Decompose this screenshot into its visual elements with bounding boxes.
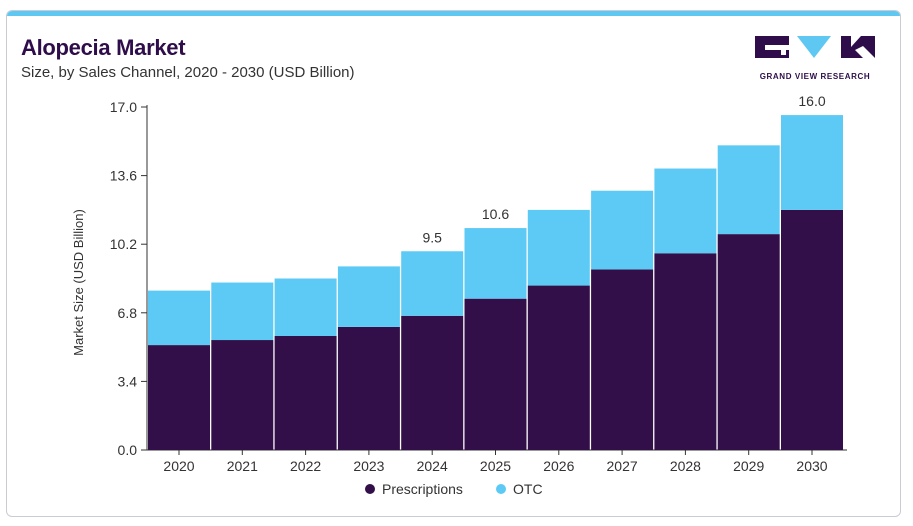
x-tick-label-2021: 2021 xyxy=(227,458,258,474)
bar-otc-2026 xyxy=(527,209,590,286)
legend-label-otc: OTC xyxy=(513,481,543,497)
bar-prescriptions-2025 xyxy=(464,298,527,450)
bar-otc-2029 xyxy=(717,145,780,235)
bar-otc-2020 xyxy=(148,290,210,346)
accent-bar xyxy=(7,11,900,16)
y-tick-label: 6.8 xyxy=(118,305,138,321)
y-tick-label: 13.6 xyxy=(110,168,137,184)
bar-prescriptions-2024 xyxy=(401,315,464,450)
y-axis-title: Market Size (USD Billion) xyxy=(71,209,86,356)
legend-label-prescriptions: Prescriptions xyxy=(382,481,463,497)
bar-otc-2024 xyxy=(401,251,464,316)
logo-text: GRAND VIEW RESEARCH xyxy=(759,72,871,81)
bar-prescriptions-2020 xyxy=(148,345,210,450)
x-tick-label-2030: 2030 xyxy=(796,458,827,474)
legend-swatch-prescriptions xyxy=(365,484,375,494)
x-tick-label-2025: 2025 xyxy=(480,458,511,474)
x-tick-label-2027: 2027 xyxy=(607,458,638,474)
x-tick-label-2020: 2020 xyxy=(163,458,194,474)
bar-prescriptions-2027 xyxy=(591,269,654,450)
bar-otc-2022 xyxy=(274,278,337,337)
bar-otc-2030 xyxy=(781,115,843,210)
bar-prescriptions-2022 xyxy=(274,336,337,450)
bar-otc-2027 xyxy=(591,190,654,270)
x-tick-label-2028: 2028 xyxy=(670,458,701,474)
bar-otc-2028 xyxy=(654,168,717,254)
bar-prescriptions-2023 xyxy=(337,326,400,450)
stacked-bar-chart: 0.0 3.4 6.8 10.2 13.6 17.0 Market Size (USD Bi… xyxy=(71,93,847,497)
bar-otc-2021 xyxy=(211,282,274,341)
grand-view-research-logo: GRAND VIEW RESEARCH xyxy=(751,36,879,84)
bar-prescriptions-2021 xyxy=(211,340,274,450)
x-tick-label-2024: 2024 xyxy=(417,458,448,474)
bar-prescriptions-2026 xyxy=(527,285,590,450)
chart-card: Alopecia Market Size, by Sales Channel, … xyxy=(6,10,901,517)
data-label-2024: 9.5 xyxy=(422,229,442,245)
bar-prescriptions-2029 xyxy=(717,234,780,450)
bar-otc-2025 xyxy=(464,228,527,299)
x-tick-label-2023: 2023 xyxy=(353,458,384,474)
bar-prescriptions-2030 xyxy=(781,209,843,450)
bar-prescriptions-2028 xyxy=(654,253,717,450)
bar-otc-2023 xyxy=(337,266,400,327)
data-label-2025: 10.6 xyxy=(482,206,509,222)
x-tick-label-2026: 2026 xyxy=(543,458,574,474)
x-tick-label-2029: 2029 xyxy=(733,458,764,474)
y-tick-label: 3.4 xyxy=(118,373,138,389)
logo-mark-icon xyxy=(755,36,875,58)
chart-subtitle: Size, by Sales Channel, 2020 - 2030 (USD… xyxy=(21,64,355,81)
x-tick-label-2022: 2022 xyxy=(290,458,321,474)
chart-title: Alopecia Market xyxy=(21,35,186,60)
y-tick-label: 0.0 xyxy=(118,442,138,458)
legend-swatch-otc xyxy=(496,484,506,494)
y-tick-label: 17.0 xyxy=(110,99,137,115)
data-label-2030: 16.0 xyxy=(798,93,825,109)
y-tick-label: 10.2 xyxy=(110,236,137,252)
